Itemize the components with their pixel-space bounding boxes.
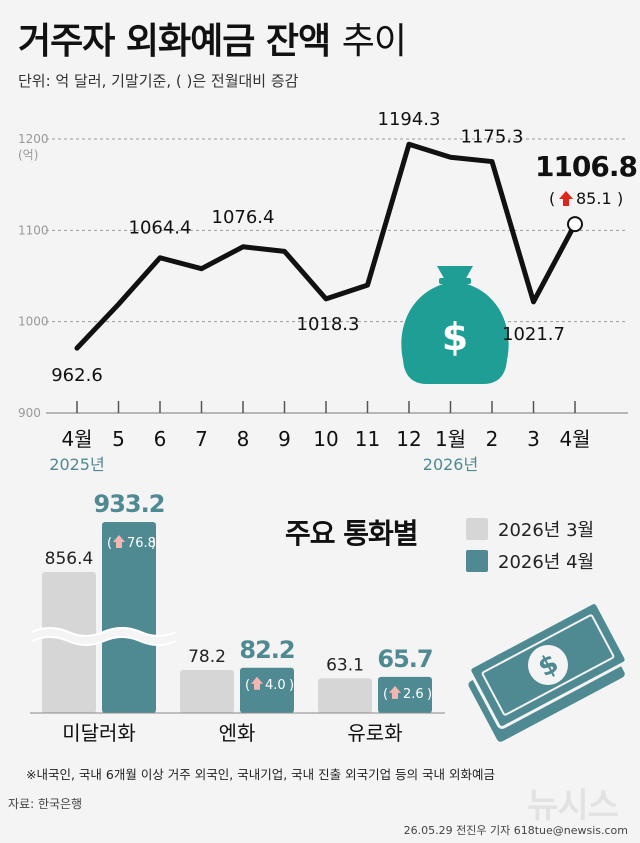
bar-change-label: 2.6	[403, 687, 424, 702]
banknote-border	[481, 614, 615, 716]
y-tick-label: 1000	[18, 315, 49, 329]
banknote-coin	[528, 645, 568, 685]
x-tick-label: 3	[527, 427, 540, 451]
x-tick-label: 8	[237, 427, 250, 451]
bar-chart-title: 주요 통화별	[285, 517, 419, 550]
category-label: 엔화	[219, 721, 256, 745]
bar-value-march: 856.4	[45, 549, 94, 569]
bar-april	[378, 676, 432, 713]
category-label: 미달러화	[62, 721, 136, 745]
data-label: 1076.4	[212, 207, 275, 228]
year-label: 2026년	[423, 455, 478, 474]
watermark: 뉴시스	[527, 786, 619, 826]
y-tick-label: 900	[18, 406, 41, 420]
data-label: 1064.4	[129, 218, 192, 239]
legend-swatch-march	[466, 518, 488, 540]
credit-text: 26.05.29 전진우 기자 618tue@newsis.com	[403, 824, 628, 837]
axis-break-line-top	[31, 627, 177, 637]
y-tick-label: 1200	[18, 132, 49, 146]
change-paren-close: )	[427, 687, 432, 702]
legend-swatch-april	[466, 550, 488, 572]
up-arrow-icon	[251, 676, 263, 690]
legend-item-april: 2026년 4월	[466, 548, 594, 574]
paren-close: )	[617, 189, 623, 208]
data-label: 1021.7	[502, 324, 565, 345]
x-tick-label: 5	[112, 427, 125, 451]
bar-value-april: 933.2	[94, 490, 165, 518]
latest-change-label: 85.1	[576, 189, 612, 208]
x-tick-label: 11	[355, 427, 380, 451]
x-tick-label: 4월	[559, 427, 590, 451]
paren-open: (	[549, 189, 555, 208]
bar-value-april: 65.7	[377, 645, 432, 673]
x-tick-label: 6	[154, 427, 167, 451]
up-arrow-icon	[113, 535, 125, 548]
up-arrow-icon	[389, 685, 401, 699]
dollar-sign: $	[442, 315, 468, 359]
x-tick-label: 10	[313, 427, 338, 451]
x-tick-label: 1월	[435, 427, 466, 451]
y-tick-label: 1100	[18, 223, 49, 237]
money-bag-icon: $	[401, 266, 509, 384]
bar-april	[240, 667, 294, 713]
last-point-marker	[567, 216, 583, 233]
data-label: 1194.3	[378, 109, 441, 130]
footnote: ※내국인, 국내 6개월 이상 거주 외국인, 국내기업, 국내 진출 외국기업…	[26, 767, 496, 782]
up-arrow-icon	[559, 191, 573, 206]
money-bag-top	[437, 266, 473, 280]
latest-value-label: 1106.8	[535, 150, 637, 183]
y-axis-unit: (억)	[18, 148, 38, 162]
money-bag-body	[401, 284, 509, 384]
category-label: 유로화	[347, 721, 402, 745]
bar-value-march: 78.2	[188, 647, 226, 667]
year-label: 2025년	[49, 455, 104, 474]
change-paren-open: (	[245, 678, 250, 693]
line-series	[74, 141, 578, 351]
data-label: 1175.3	[461, 127, 524, 148]
axis-break-line-bottom	[31, 636, 177, 646]
change-paren-open: (	[107, 536, 112, 551]
chart-title: 거주자 외화예금 잔액 추이	[18, 12, 407, 64]
bar-value-march: 63.1	[326, 655, 364, 675]
x-tick-label: 7	[195, 427, 208, 451]
money-bag-tie	[439, 278, 471, 284]
axis-break-gap	[29, 627, 179, 645]
x-tick-label: 2	[486, 427, 499, 451]
bar-change-label: 76.8	[127, 536, 156, 551]
change-paren-close: )	[289, 678, 294, 693]
title-bold: 거주자 외화예금 잔액	[18, 21, 331, 62]
bar-change-label: 4.0	[265, 678, 286, 693]
data-label: 1018.3	[297, 314, 360, 335]
legend-label-april: 2026년 4월	[498, 552, 595, 573]
change-paren-open: (	[383, 687, 388, 702]
x-tick-label: 12	[396, 427, 421, 451]
bar-april	[102, 522, 156, 713]
bar-march	[180, 669, 234, 713]
chart-subtitle: 단위: 억 달러, 기말기준, ( )은 전월대비 증감	[18, 72, 299, 90]
title-light: 추이	[341, 21, 407, 62]
change-paren-close: )	[151, 536, 156, 551]
banknote-icon: $	[468, 601, 628, 742]
x-tick-label: 4월	[61, 427, 92, 451]
x-tick-label: 9	[278, 427, 291, 451]
legend-item-march: 2026년 3월	[466, 516, 594, 542]
bar-march	[318, 678, 372, 713]
source-text: 자료: 한국은행	[8, 797, 83, 811]
data-label: 962.6	[51, 365, 103, 386]
bar-value-april: 82.2	[239, 636, 294, 664]
legend-label-march: 2026년 3월	[498, 520, 595, 541]
